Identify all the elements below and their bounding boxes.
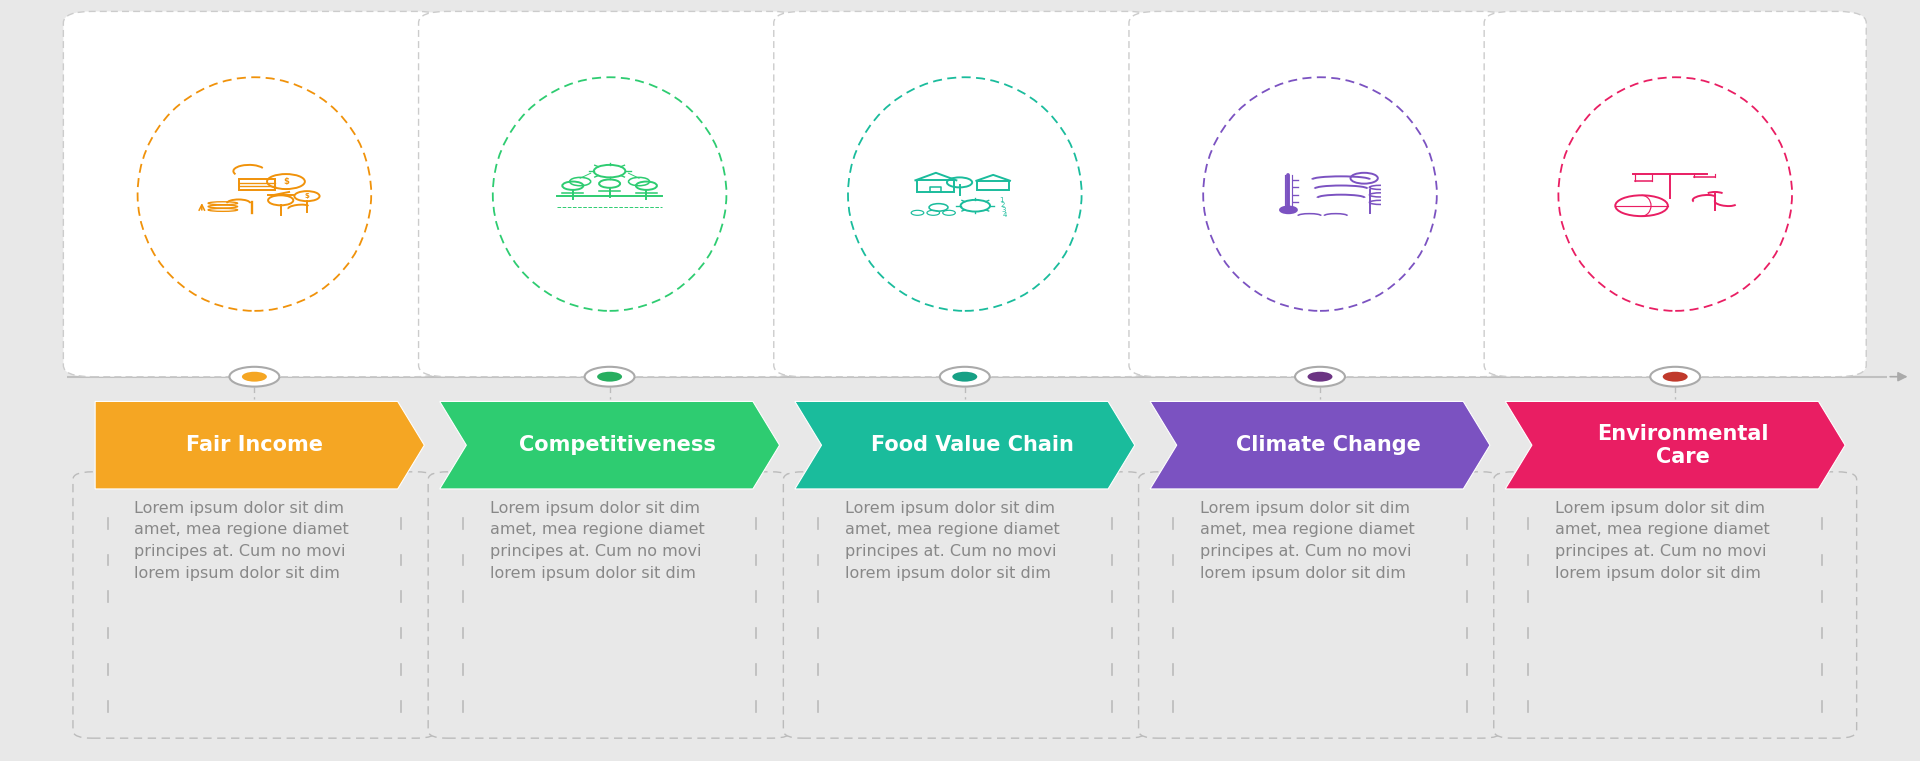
Circle shape [1663,371,1688,382]
Polygon shape [440,402,780,489]
Circle shape [1651,367,1701,387]
Polygon shape [96,402,424,489]
Circle shape [939,367,991,387]
Circle shape [242,371,267,382]
Text: 3: 3 [1002,207,1006,213]
Text: Food Value Chain: Food Value Chain [872,435,1073,455]
Polygon shape [795,402,1135,489]
FancyBboxPatch shape [774,11,1156,377]
Text: 2: 2 [1000,202,1004,209]
Circle shape [597,371,622,382]
FancyBboxPatch shape [428,472,791,738]
Text: $: $ [282,177,288,186]
Text: 1: 1 [998,197,1004,203]
FancyBboxPatch shape [419,11,801,377]
FancyBboxPatch shape [1484,11,1866,377]
FancyBboxPatch shape [1139,472,1501,738]
Text: Environmental
Care: Environmental Care [1597,424,1768,466]
Text: Competitiveness: Competitiveness [518,435,716,455]
Text: 4: 4 [1002,212,1006,218]
Circle shape [584,367,634,387]
Text: Lorem ipsum dolor sit dim
amet, mea regione diamet
principes at. Cum no movi
lor: Lorem ipsum dolor sit dim amet, mea regi… [845,501,1060,581]
Text: Lorem ipsum dolor sit dim
amet, mea regione diamet
principes at. Cum no movi
lor: Lorem ipsum dolor sit dim amet, mea regi… [1555,501,1770,581]
Circle shape [1294,367,1344,387]
FancyBboxPatch shape [63,11,445,377]
FancyBboxPatch shape [73,472,436,738]
Text: Climate Change: Climate Change [1236,435,1421,455]
Circle shape [952,371,977,382]
Text: Lorem ipsum dolor sit dim
amet, mea regione diamet
principes at. Cum no movi
lor: Lorem ipsum dolor sit dim amet, mea regi… [490,501,705,581]
Polygon shape [1150,402,1490,489]
Text: Fair Income: Fair Income [186,435,323,455]
Text: $: $ [305,193,309,199]
FancyBboxPatch shape [1129,11,1511,377]
Text: Lorem ipsum dolor sit dim
amet, mea regione diamet
principes at. Cum no movi
lor: Lorem ipsum dolor sit dim amet, mea regi… [134,501,349,581]
FancyBboxPatch shape [1494,472,1857,738]
Text: Lorem ipsum dolor sit dim
amet, mea regione diamet
principes at. Cum no movi
lor: Lorem ipsum dolor sit dim amet, mea regi… [1200,501,1415,581]
Polygon shape [1505,402,1845,489]
Circle shape [230,367,280,387]
Circle shape [1281,206,1296,213]
FancyBboxPatch shape [783,472,1146,738]
Circle shape [1308,371,1332,382]
